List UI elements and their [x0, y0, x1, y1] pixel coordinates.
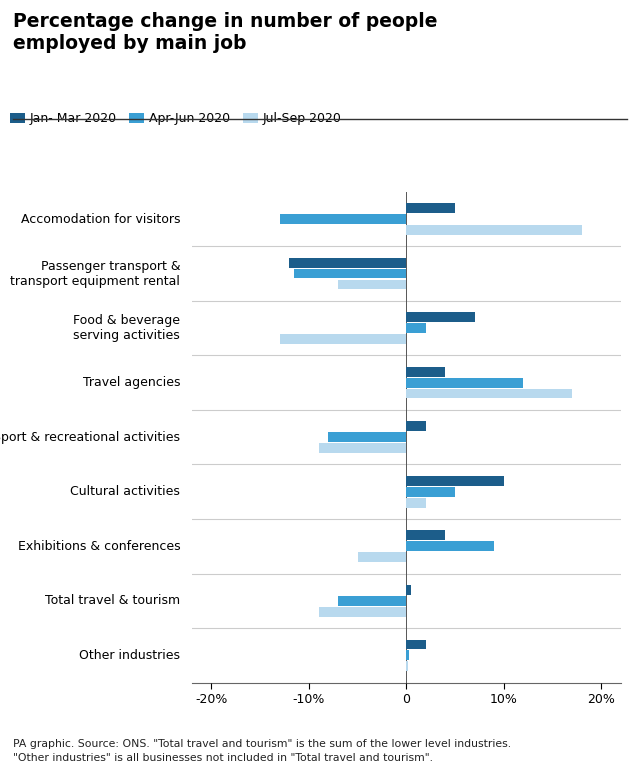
Bar: [328, 433, 406, 442]
Bar: [406, 377, 524, 387]
Bar: [280, 334, 406, 344]
Bar: [406, 531, 445, 540]
Bar: [338, 279, 406, 289]
Bar: [406, 389, 572, 399]
Bar: [406, 203, 455, 213]
Bar: [280, 214, 406, 224]
Bar: [358, 552, 406, 562]
Bar: [289, 258, 406, 268]
Bar: [406, 498, 426, 508]
Bar: [406, 650, 410, 660]
Bar: [406, 542, 494, 551]
Text: Percentage change in number of people
employed by main job: Percentage change in number of people em…: [13, 12, 437, 53]
Bar: [406, 312, 475, 322]
Bar: [319, 607, 406, 617]
Bar: [406, 421, 426, 431]
Bar: [406, 661, 408, 671]
Bar: [319, 443, 406, 453]
Bar: [406, 323, 426, 333]
Bar: [406, 225, 582, 235]
Legend: Jan- Mar 2020, Apr-Jun 2020, Jul-Sep 2020: Jan- Mar 2020, Apr-Jun 2020, Jul-Sep 202…: [10, 112, 342, 125]
Bar: [406, 476, 504, 486]
Bar: [294, 268, 406, 278]
Bar: [406, 585, 412, 595]
Bar: [338, 596, 406, 606]
Text: PA graphic. Source: ONS. "Total travel and tourism" is the sum of the lower leve: PA graphic. Source: ONS. "Total travel a…: [13, 739, 511, 763]
Bar: [406, 487, 455, 497]
Bar: [406, 640, 426, 650]
Bar: [406, 367, 445, 377]
